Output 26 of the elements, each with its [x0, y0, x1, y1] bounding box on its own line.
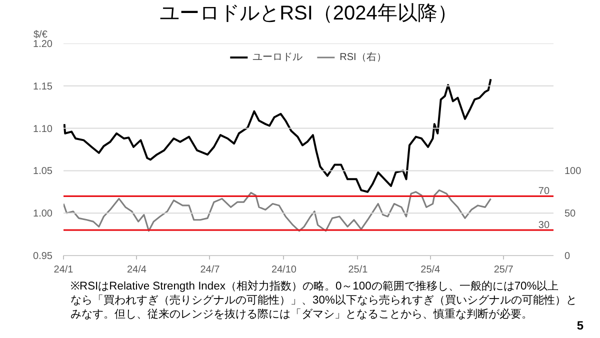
y2-tick-label: 100: [564, 166, 582, 178]
x-tick-label: 25/7: [494, 264, 514, 276]
chart-title: ユーロドルとRSI（2024年以降）: [160, 2, 458, 24]
y-tick-label: 0.95: [33, 251, 53, 262]
y2-tick-label: 0: [564, 251, 570, 262]
x-tick-label: 25/4: [420, 264, 441, 276]
y-tick-label: 1.10: [33, 124, 53, 135]
x-tick-label: 24/1: [54, 264, 74, 276]
y-tick-label: 1.00: [33, 208, 53, 220]
y-axis-title: $/€: [34, 30, 48, 40]
y-tick-label: 1.20: [33, 39, 53, 50]
ref-line-label: 30: [538, 220, 550, 232]
x-tick-label: 25/1: [348, 264, 368, 276]
ref-line-label: 70: [538, 186, 550, 198]
line-series: [64, 78, 492, 193]
y-tick-label: 1.15: [33, 81, 53, 92]
y-tick-label: 1.05: [33, 166, 53, 178]
x-tick-label: 24/4: [126, 264, 147, 276]
legend-label: RSI（右）: [340, 51, 386, 64]
legend-label: ユーロドル: [252, 51, 303, 64]
x-tick-label: 24/10: [271, 264, 297, 276]
line-series: [64, 189, 492, 232]
x-tick-label: 24/7: [200, 264, 220, 276]
text: 5: [576, 318, 584, 332]
text: ※RSIはRelative Strength Index（相対力指数）の略。0～100の範囲で推移し、一般的には70%以上なら「買われすぎ（売りシグナルの可能性）」、30%以下なら売られすぎ（買いシグナルの可能性）とみなす。但し、従来のレンジを抜ける際には「ダマシ」となることから、慎重な判断が必要。: [70, 280, 577, 320]
y2-tick-label: 50: [564, 208, 576, 220]
